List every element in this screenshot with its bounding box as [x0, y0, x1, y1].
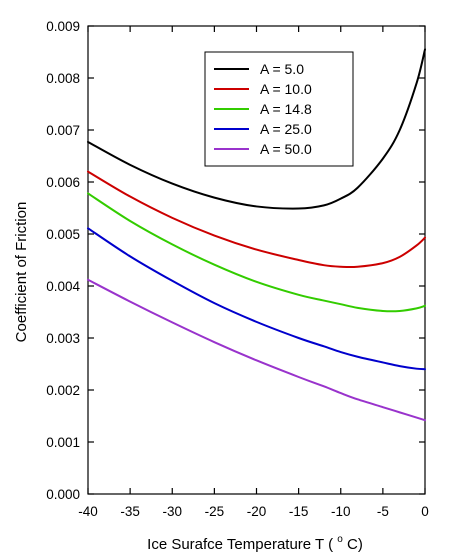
- y-tick-label: 0.002: [46, 383, 80, 398]
- x-tick-label: -15: [289, 504, 309, 519]
- y-tick-label: 0.000: [46, 487, 80, 502]
- x-tick-label: -25: [205, 504, 225, 519]
- y-tick-label: 0.005: [46, 227, 80, 242]
- x-tick-label: -35: [120, 504, 140, 519]
- x-axis-label-unit: C): [347, 536, 363, 553]
- legend-entry-label: A = 10.0: [260, 81, 312, 97]
- y-tick-label: 0.009: [46, 19, 80, 34]
- x-tick-label: -30: [162, 504, 182, 519]
- x-axis-label: Ice Surafce Temperature T ( o C): [147, 529, 363, 553]
- y-tick-label: 0.004: [46, 279, 80, 294]
- legend: A = 5.0 A = 10.0 A = 14.8 A = 25.0 A = 50.0: [204, 51, 354, 167]
- series-line-3: [87, 192, 426, 313]
- series-line-4: [87, 227, 426, 371]
- series-line-2: [87, 170, 426, 269]
- y-tick-label: 0.003: [46, 331, 80, 346]
- y-tick-label: 0.001: [46, 435, 80, 450]
- series-lines: [87, 48, 426, 422]
- x-tick-label: -40: [78, 504, 98, 519]
- axis-labels: Coefficient of Friction Ice Surafce Temp…: [13, 202, 363, 553]
- legend-entry-label: A = 14.8: [260, 101, 312, 117]
- ticks: -40 -35 -30 -25 -20 -15 -10 -5 0 0.000 0.001 0.002 0…: [46, 19, 429, 519]
- y-tick-label: 0.006: [46, 175, 80, 190]
- y-axis-label: Coefficient of Friction: [13, 202, 30, 343]
- x-axis-label-superscript: o: [337, 534, 343, 545]
- x-tick-label: -20: [247, 504, 267, 519]
- y-tick-label: 0.007: [46, 123, 80, 138]
- series-line-1: [87, 48, 426, 210]
- x-axis-label-main: Ice Surafce Temperature T (: [147, 536, 333, 553]
- y-tick-label: 0.008: [46, 71, 80, 86]
- x-tick-label: -10: [331, 504, 351, 519]
- legend-entry-label: A = 50.0: [260, 141, 312, 157]
- legend-entry-label: A = 25.0: [260, 121, 312, 137]
- legend-entry-label: A = 5.0: [260, 61, 304, 77]
- x-tick-label: -5: [377, 504, 389, 519]
- x-tick-label: 0: [421, 504, 429, 519]
- series-line-5: [87, 278, 426, 422]
